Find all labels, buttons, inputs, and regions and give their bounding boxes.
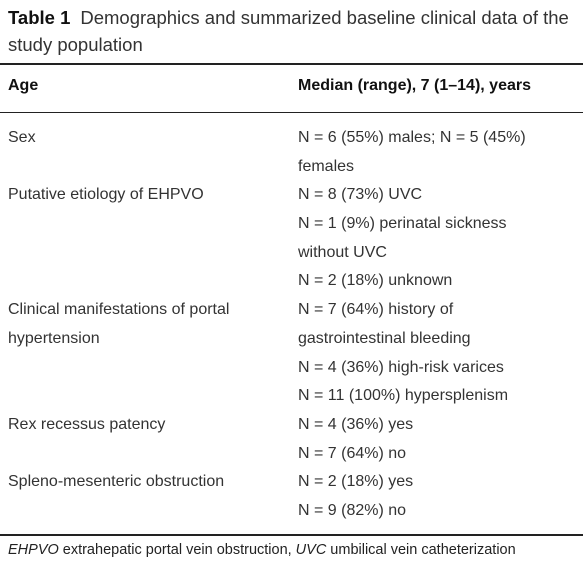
footnote-abbr: EHPVO [8,542,59,558]
row-label: Clinical manifestations of portal hyperte… [8,296,229,353]
row-value: N = 2 (18%) yes N = 9 (82%) no [298,468,413,525]
footnote-text: umbilical vein catheterization [330,542,516,558]
value-line: N = 1 (9%) perinatal sickness [298,215,507,233]
label-line: Putative etiology of EHPVO [8,186,204,204]
value-line: N = 11 (100%) hypersplenism [298,387,509,405]
table-title: Table 1 Demographics and summarized basel… [8,4,576,58]
table-body: Sex N = 6 (55%) males; N = 5 (45%) females… [0,124,583,526]
label-line: Rex recessus patency [8,415,166,433]
bottom-rule [0,534,583,536]
row-value: N = 7 (64%) history of gastrointestinal b… [298,296,508,411]
row-value: N = 4 (36%) yes N = 7 (64%) no [298,411,413,468]
value-line: N = 4 (36%) yes [298,415,414,433]
table-row: Spleno-mesenteric obstruction N = 2 (18%)… [0,468,583,525]
value-line: N = 6 (55%) males; N = 5 (45%) [298,129,526,146]
value-line: N = 7 (64%) history of [298,301,454,319]
value-line: N = 4 (36%) high-risk varices [298,358,504,376]
footnote: EHPVO extrahepatic portal vein obstructio… [8,542,520,558]
label-line: Spleno-mesenteric obstruction [8,473,225,491]
row-label: Putative etiology of EHPVO [8,181,204,210]
label-line: hypertension [8,329,100,347]
label-line: Sex [8,129,36,146]
row-value: N = 6 (55%) males; N = 5 (45%) females [298,124,526,181]
value-line: N = 2 (18%) yes [298,473,414,491]
label-line: Clinical manifestations of portal [8,301,230,319]
table-caption: Demographics and summarized baseline cli… [8,7,569,55]
table-row: Putative etiology of EHPVO N = 8 (73%) UV… [0,181,583,296]
top-rule [0,63,583,65]
header-cell: Median (range), 7 (1–14), years [298,77,531,94]
row-value: N = 8 (73%) UVC N = 1 (9%) perinatal sick… [298,181,507,296]
header-rule [0,112,583,113]
table-row: Clinical manifestations of portal hyperte… [0,296,583,411]
value-line: N = 9 (82%) no [298,502,407,520]
table-label: Table 1 [8,7,71,28]
row-label: Spleno-mesenteric obstruction [8,468,224,497]
table-row: Sex N = 6 (55%) males; N = 5 (45%) females [0,124,583,181]
value-line: gastrointestinal bleeding [298,329,471,347]
value-line: N = 2 (18%) unknown [298,272,453,290]
value-line: N = 7 (64%) no [298,444,407,462]
value-line: N = 8 (73%) UVC [298,186,423,204]
footnote-abbr: UVC [295,542,327,558]
row-label: Sex [8,124,36,153]
row-label: Rex recessus patency [8,411,165,440]
table-row: Rex recessus patency N = 4 (36%) yes N = 7… [0,411,583,468]
footnote-text: extrahepatic portal vein obstruction, [62,542,292,558]
value-line: without UVC [298,243,387,261]
value-line: females [298,157,355,175]
header-cell: Age [8,77,39,94]
